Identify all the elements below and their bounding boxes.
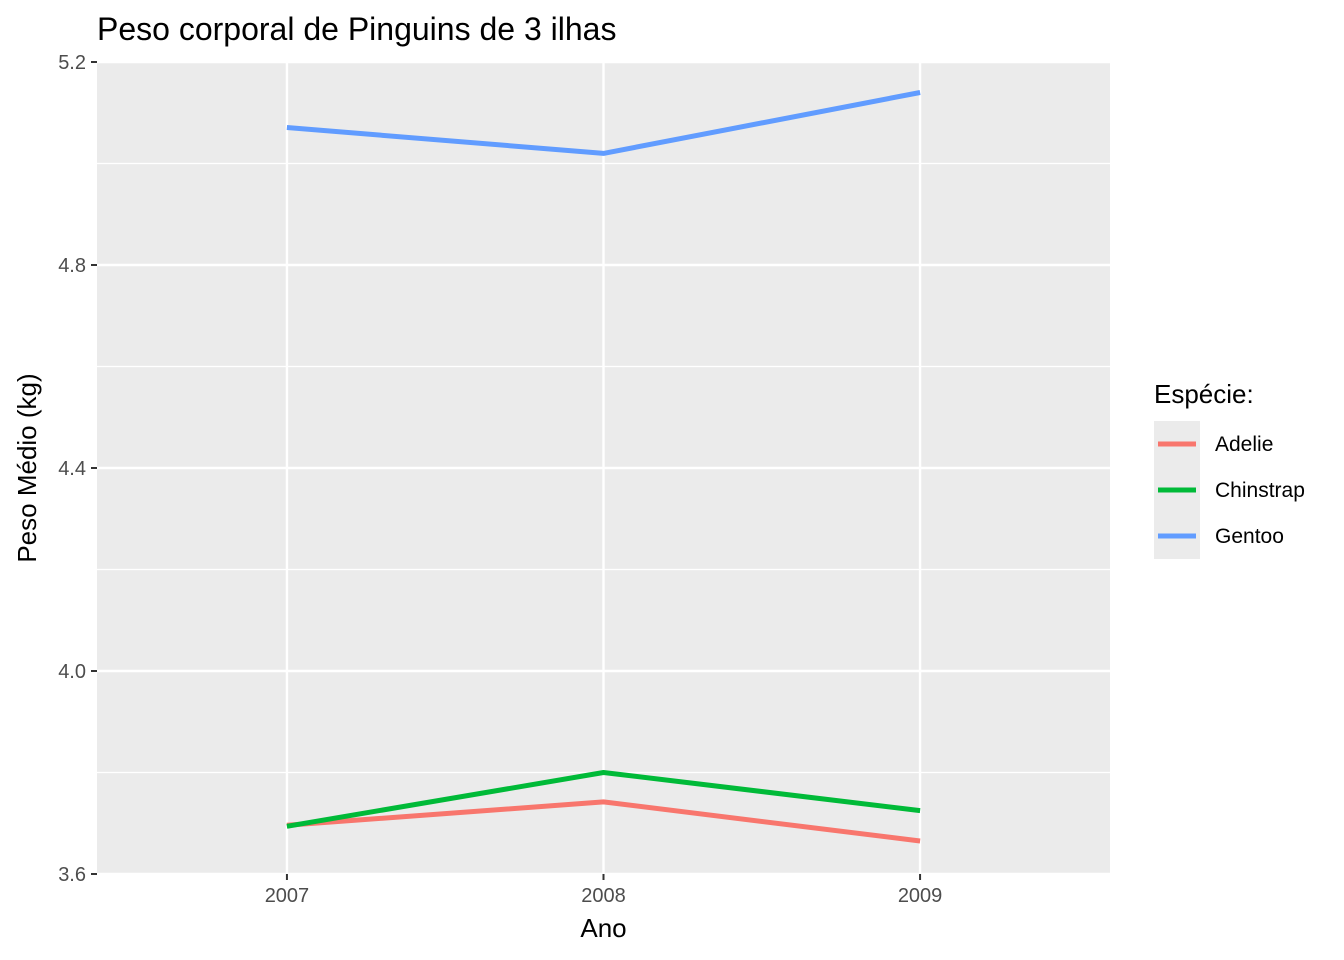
x-axis-title: Ano: [580, 913, 626, 943]
y-tick-label: 4.0: [58, 661, 86, 683]
series-lines: [286, 90, 921, 844]
major-gridlines: [97, 60, 1110, 876]
x-tick-label: 2007: [265, 885, 310, 907]
legend-label-chinstrap: Chinstrap: [1215, 479, 1305, 502]
legend-label-adelie: Adelie: [1215, 433, 1273, 456]
y-tick-label: 4.4: [58, 458, 86, 480]
y-axis: 3.6 4.0 4.4 4.8 5.2: [58, 52, 97, 886]
chart-title: Peso corporal de Pinguins de 3 ilhas: [97, 11, 616, 47]
series-line-adelie: [286, 799, 921, 844]
y-tick-label: 5.2: [58, 52, 86, 74]
y-tick-label: 4.8: [58, 255, 86, 277]
x-tick-label: 2008: [581, 885, 626, 907]
legend-label-gentoo: Gentoo: [1215, 525, 1284, 548]
x-axis: 2007 2008 2009: [265, 874, 943, 907]
y-axis-title: Peso Médio (kg): [12, 373, 42, 562]
legend-title: Espécie:: [1154, 379, 1254, 409]
series-line-gentoo: [286, 90, 921, 156]
legend: Espécie: Adelie Chinstrap Gentoo: [1154, 379, 1305, 559]
series-line-chinstrap: [286, 770, 921, 829]
y-tick-label: 3.6: [58, 864, 86, 886]
x-tick-label: 2009: [898, 885, 943, 907]
